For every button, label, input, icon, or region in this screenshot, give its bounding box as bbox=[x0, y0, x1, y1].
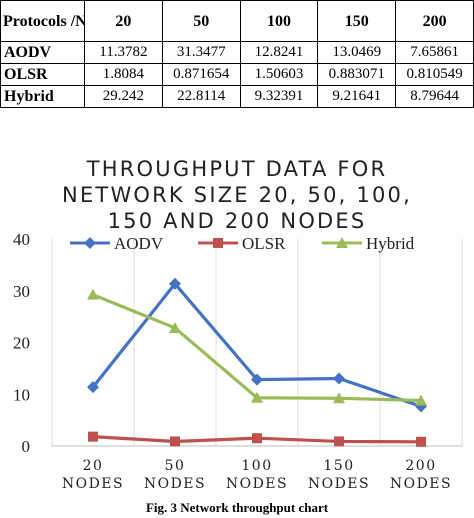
legend-item-hybrid: Hybrid bbox=[322, 234, 415, 253]
header-200: 200 bbox=[395, 0, 474, 42]
x-tick-label-line: NODES bbox=[62, 476, 124, 492]
x-tick-label-line: 150 bbox=[323, 458, 354, 474]
x-tick-label: 200 NODES bbox=[390, 458, 452, 492]
data-point bbox=[88, 431, 98, 442]
legend-label: AODV bbox=[114, 234, 164, 253]
data-point bbox=[333, 372, 345, 385]
data-point bbox=[87, 288, 99, 300]
x-tick-label: 150 NODES bbox=[308, 458, 370, 492]
table-cell: 0.871654 bbox=[161, 63, 241, 86]
table-cell: 8.79644 bbox=[395, 85, 474, 108]
chart-title-line: 150 AND 200 NODES bbox=[107, 209, 367, 233]
data-point bbox=[334, 436, 344, 447]
legend-marker bbox=[336, 237, 348, 248]
series-hybrid bbox=[87, 288, 427, 406]
data-point bbox=[416, 436, 426, 447]
data-point bbox=[169, 321, 181, 333]
x-tick-label-line: 100 bbox=[241, 458, 272, 474]
table-cell: 22.8114 bbox=[161, 85, 241, 108]
data-point bbox=[251, 373, 263, 386]
throughput-table: Protocols /Nodes 20 50 100 150 200 AODV … bbox=[0, 0, 474, 108]
legend-marker bbox=[84, 237, 96, 249]
legend-item-olsr: OLSR bbox=[198, 234, 286, 253]
y-tick-label: 0 bbox=[22, 437, 31, 456]
x-tick-label-line: NODES bbox=[144, 476, 206, 492]
x-tick-label-line: 50 bbox=[165, 458, 186, 474]
table-cell: 29.242 bbox=[84, 85, 163, 108]
x-tick-label-line: 200 bbox=[405, 458, 436, 474]
header-protocols-nodes: Protocols /Nodes bbox=[0, 0, 85, 42]
y-tick-label: 30 bbox=[13, 282, 30, 301]
chart-title-line: NETWORK SIZE 20, 50, 100, bbox=[62, 183, 412, 207]
legend-item-aodv: AODV bbox=[70, 234, 164, 253]
y-tick-label: 40 bbox=[13, 230, 30, 249]
data-point bbox=[87, 381, 99, 394]
data-point bbox=[251, 391, 263, 403]
y-tick-label: 10 bbox=[13, 385, 30, 404]
y-tick-label: 20 bbox=[13, 334, 30, 353]
x-tick-label-line: NODES bbox=[226, 476, 288, 492]
row-label-hybrid: Hybrid bbox=[0, 85, 85, 108]
legend-label: OLSR bbox=[242, 234, 286, 253]
table-row: Hybrid 29.242 22.8114 9.32391 9.21641 8.… bbox=[0, 85, 474, 108]
table-header-row: Protocols /Nodes 20 50 100 150 200 bbox=[0, 0, 474, 42]
table-cell: 1.8084 bbox=[84, 63, 163, 86]
data-point bbox=[333, 392, 345, 404]
data-point bbox=[169, 277, 181, 290]
chart-title: THROUGHPUT DATA FOR NETWORK SIZE 20, 50,… bbox=[20, 156, 454, 234]
legend-label: Hybrid bbox=[366, 234, 415, 253]
data-point bbox=[170, 436, 180, 447]
x-tick-label-line: 20 bbox=[83, 458, 104, 474]
header-20: 20 bbox=[84, 0, 163, 42]
data-point bbox=[415, 394, 427, 406]
data-point bbox=[252, 433, 262, 444]
chart-title-line: THROUGHPUT DATA FOR bbox=[86, 157, 388, 181]
table-cell: 9.32391 bbox=[239, 85, 319, 108]
table-cell: 31.3477 bbox=[161, 41, 241, 64]
x-tick-label-line: NODES bbox=[308, 476, 370, 492]
series-line bbox=[91, 282, 422, 408]
x-tick-label: 100 NODES bbox=[226, 458, 288, 492]
x-tick-label-line: NODES bbox=[390, 476, 452, 492]
x-tick-label: 20 NODES bbox=[62, 458, 124, 492]
header-100: 100 bbox=[239, 0, 319, 42]
table-cell: 11.3782 bbox=[84, 41, 163, 64]
row-label-aodv: AODV bbox=[0, 41, 85, 64]
table-cell: 9.21641 bbox=[317, 85, 397, 108]
x-tick-label: 50 NODES bbox=[144, 458, 206, 492]
series-olsr bbox=[88, 431, 426, 447]
table-cell: 1.50603 bbox=[239, 63, 319, 86]
figure-caption: Fig. 3 Network throughput chart bbox=[145, 500, 329, 515]
legend-marker bbox=[213, 238, 223, 248]
